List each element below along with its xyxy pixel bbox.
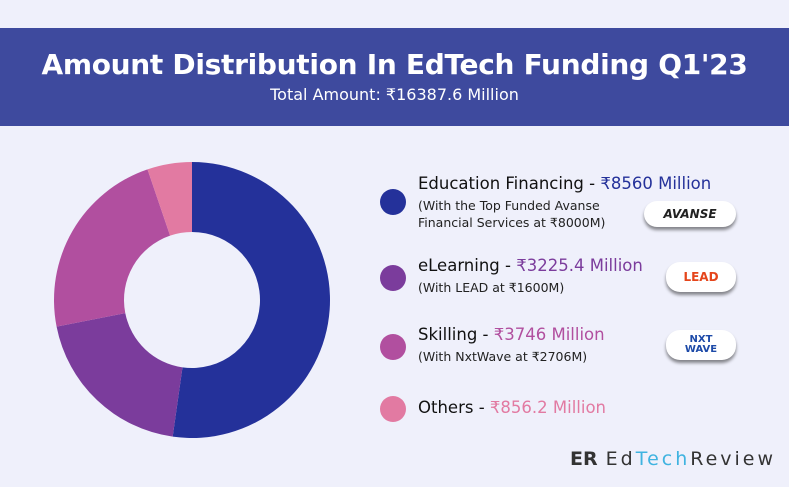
donut-slice-skilling [53, 169, 171, 327]
separator: - [473, 398, 490, 417]
legend-swatch [380, 265, 406, 291]
brand-part: Tech [635, 448, 691, 470]
donut-slice-others [147, 162, 192, 236]
legend-label: eLearning [418, 256, 500, 275]
legend-detail: (With the Top Funded Avanse Financial Se… [418, 198, 606, 230]
donut-chart [53, 162, 330, 438]
legend-value: ₹856.2 Million [489, 398, 607, 417]
legend-value: ₹3746 Million [493, 325, 605, 344]
donut-slice-education-financing [172, 162, 330, 438]
legend-swatch [380, 396, 406, 422]
legend-detail: (With NxtWave at ₹2706M) [418, 349, 588, 364]
legend-label: Others [418, 398, 474, 417]
legend-value: ₹8560 Million [600, 174, 712, 193]
separator: - [477, 325, 494, 344]
brand-mark: ER [570, 448, 598, 470]
separator: - [499, 256, 517, 275]
legend-item-elearning: eLearning - ₹3225.4 Million (With LEAD a… [380, 256, 760, 298]
legend-item-skilling: Skilling - ₹3746 Million (With NxtWave a… [380, 325, 760, 367]
chart-title: Amount Distribution In EdTech Funding Q1… [41, 48, 748, 81]
legend-detail: (With LEAD at ₹1600M) [418, 280, 565, 295]
legend-label: Education Financing [418, 174, 584, 193]
legend-item-others: Others - ₹856.2 Million [380, 396, 760, 426]
legend-swatch [380, 334, 406, 360]
lead-logo: LEAD [666, 262, 736, 292]
brand-part: Review [690, 448, 777, 470]
legend-value: ₹3225.4 Million [516, 256, 643, 275]
header-banner: Amount Distribution In EdTech Funding Q1… [0, 28, 789, 126]
legend-label: Skilling [418, 325, 478, 344]
donut-slice-elearning [56, 313, 183, 437]
nxtwave-logo: NXT WAVE [666, 330, 736, 360]
legend-item-education-financing: Education Financing - ₹8560 Million (Wit… [380, 174, 760, 236]
edtechreview-logo: ER EdTechReview [570, 448, 776, 470]
avanse-logo: AVANSE [644, 201, 736, 227]
brand-part: Ed [605, 448, 636, 470]
separator: - [583, 174, 601, 193]
legend-swatch [380, 189, 406, 215]
chart-subtitle: Total Amount: ₹16387.6 Million [270, 85, 519, 104]
